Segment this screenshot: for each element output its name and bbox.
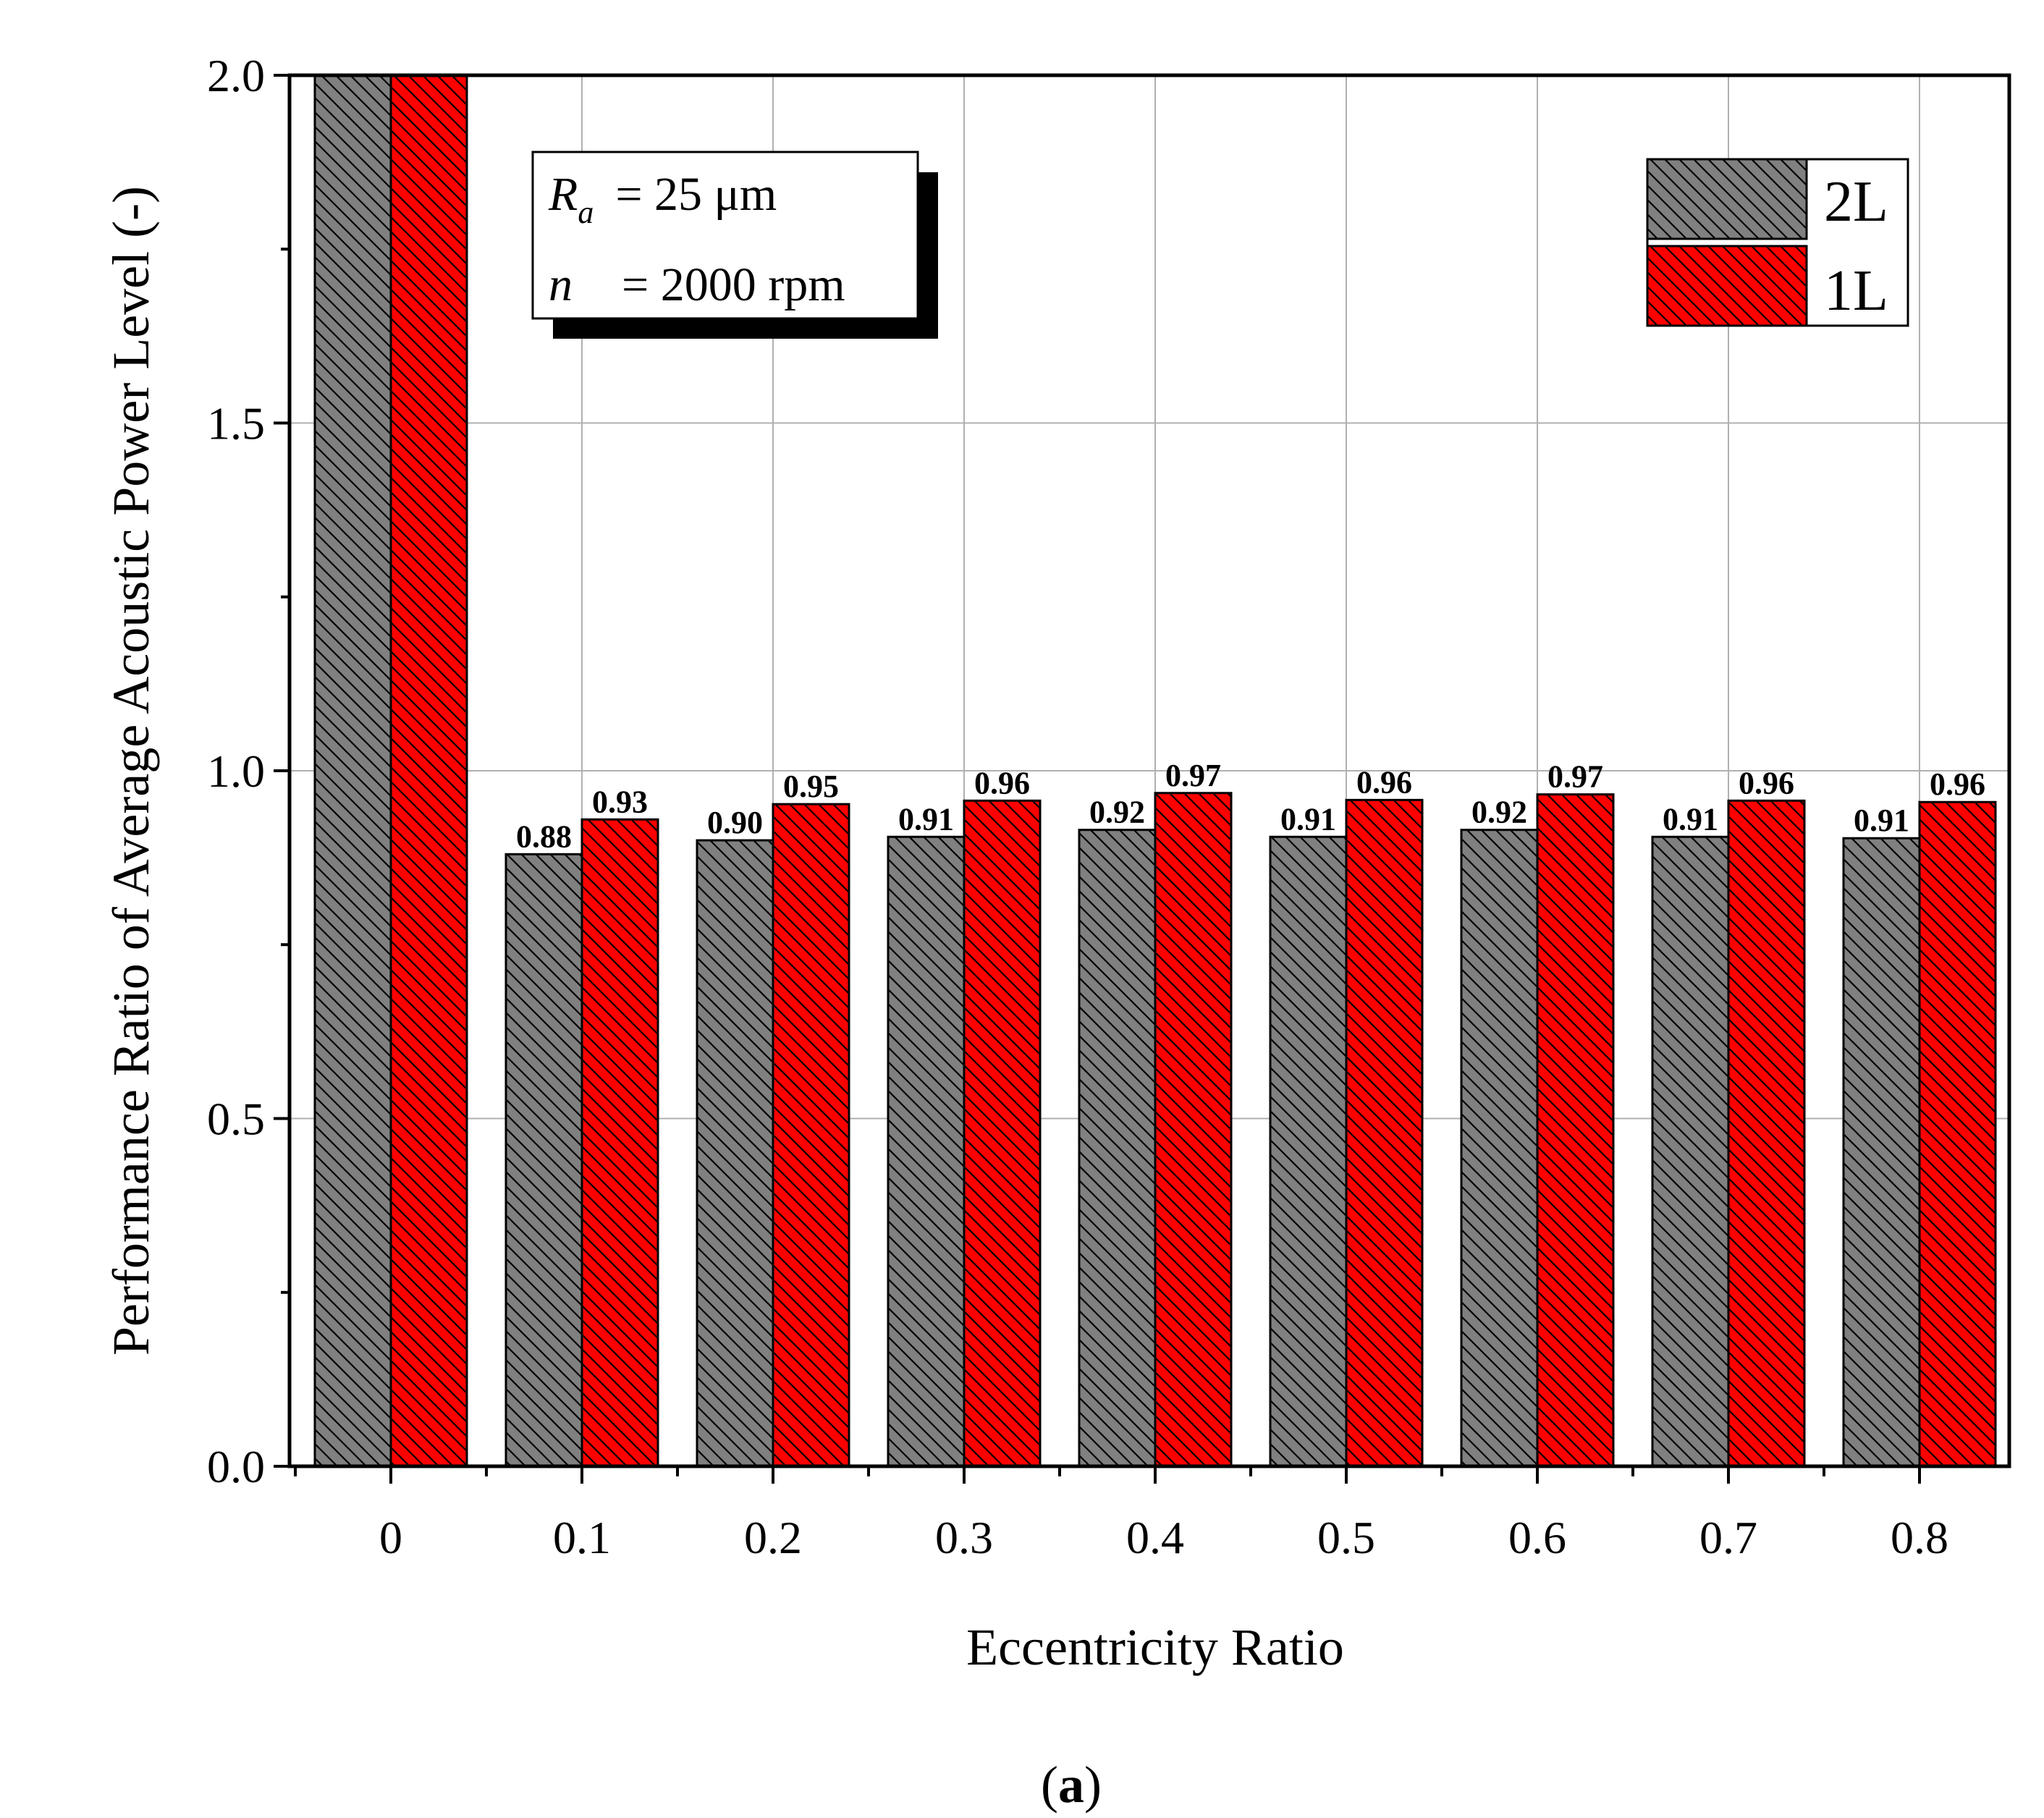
inset-line-roughness: Ra = 25 μm [548, 168, 777, 230]
data-label-1L-0.4: 0.97 [1165, 758, 1221, 793]
bar-2L-0 [313, 74, 392, 1468]
x-tick-label: 0.6 [1508, 1512, 1566, 1563]
x-tick-label: 0.3 [935, 1512, 993, 1563]
data-label-1L-0.5: 0.96 [1356, 764, 1412, 800]
bars [313, 74, 1997, 1468]
x-tick-label: 0.7 [1699, 1512, 1757, 1563]
legend-label-2L: 2L [1824, 170, 1888, 234]
axis-ticks [274, 74, 1921, 1484]
bar-1L-0.1 [580, 818, 659, 1468]
bar-1L-0.7 [1727, 799, 1806, 1468]
data-label-1L-0.2: 0.95 [783, 769, 839, 804]
y-tick-labels: 0.0 0.5 1.0 1.5 2.0 [207, 50, 265, 1492]
bar-1L-0.2 [772, 803, 850, 1468]
x-tick-label: 0.8 [1891, 1512, 1948, 1563]
legend: 2L 1L [1646, 158, 1909, 327]
bar-1L-0.6 [1536, 793, 1615, 1468]
data-labels: 0.88 0.90 0.91 0.92 0.91 0.92 0.91 0.91 0.93 0.95… [516, 758, 1985, 855]
inset-box [531, 151, 919, 320]
data-label-2L-0.6: 0.92 [1471, 795, 1527, 830]
legend-swatch-1L [1646, 245, 1808, 327]
data-label-2L-0.8: 0.91 [1854, 803, 1909, 838]
data-label-1L-0.8: 0.96 [1930, 766, 1985, 802]
bar-2L-0.5 [1269, 835, 1348, 1468]
bar-1L-0.4 [1154, 792, 1233, 1468]
bar-2L-0.3 [887, 835, 966, 1468]
data-label-2L-0.1: 0.88 [516, 819, 572, 854]
bar-1L-0.5 [1345, 798, 1424, 1468]
y-tick-label: 0.0 [207, 1441, 265, 1492]
data-label-2L-0.7: 0.91 [1663, 801, 1718, 837]
x-tick-label: 0.5 [1317, 1512, 1375, 1563]
data-label-1L-0.3: 0.96 [974, 765, 1030, 800]
y-tick-label: 2.0 [207, 50, 265, 101]
bar-2L-0.6 [1460, 829, 1539, 1468]
x-tick-label: 0 [379, 1512, 402, 1563]
data-label-1L-0.1: 0.93 [592, 784, 648, 819]
y-tick-label: 0.5 [207, 1094, 265, 1145]
data-label-2L-0.2: 0.90 [707, 805, 763, 840]
legend-swatch-2L [1646, 158, 1808, 240]
data-label-1L-0.7: 0.96 [1739, 765, 1794, 800]
bar-2L-0.7 [1651, 835, 1730, 1468]
data-label-2L-0.3: 0.91 [898, 801, 954, 837]
parameter-inset: Ra = 25 μm n = 2000 rpm [531, 151, 938, 339]
data-label-1L-0.6: 0.97 [1547, 759, 1603, 795]
bar-2L-0.2 [696, 839, 774, 1468]
y-axis-title: Performance Ratio of Average Acoustic Po… [102, 186, 160, 1356]
x-axis-title: Eccentricity Ratio [966, 1618, 1344, 1676]
x-tick-label: 0.4 [1126, 1512, 1184, 1563]
y-tick-label: 1.5 [207, 398, 265, 449]
bar-2L-0.4 [1078, 829, 1157, 1468]
data-label-2L-0.4: 0.92 [1089, 795, 1145, 830]
x-tick-label: 0.1 [553, 1512, 611, 1563]
bar-2L-0.1 [504, 853, 583, 1468]
bar-1L-0.3 [963, 799, 1042, 1468]
legend-label-1L: 1L [1824, 259, 1888, 323]
y-tick-label: 1.0 [207, 745, 265, 797]
bar-1L-0.8 [1918, 800, 1997, 1468]
figure-caption: (a) [1041, 1756, 1102, 1814]
inset-line-speed: n = 2000 rpm [549, 258, 845, 311]
x-tick-labels: 0 0.1 0.2 0.3 0.4 0.5 0.6 0.7 0.8 [379, 1512, 1948, 1563]
bar-1L-0 [389, 74, 468, 1468]
x-tick-label: 0.2 [744, 1512, 802, 1563]
bar-2L-0.8 [1842, 837, 1921, 1468]
data-label-2L-0.5: 0.91 [1280, 801, 1336, 837]
